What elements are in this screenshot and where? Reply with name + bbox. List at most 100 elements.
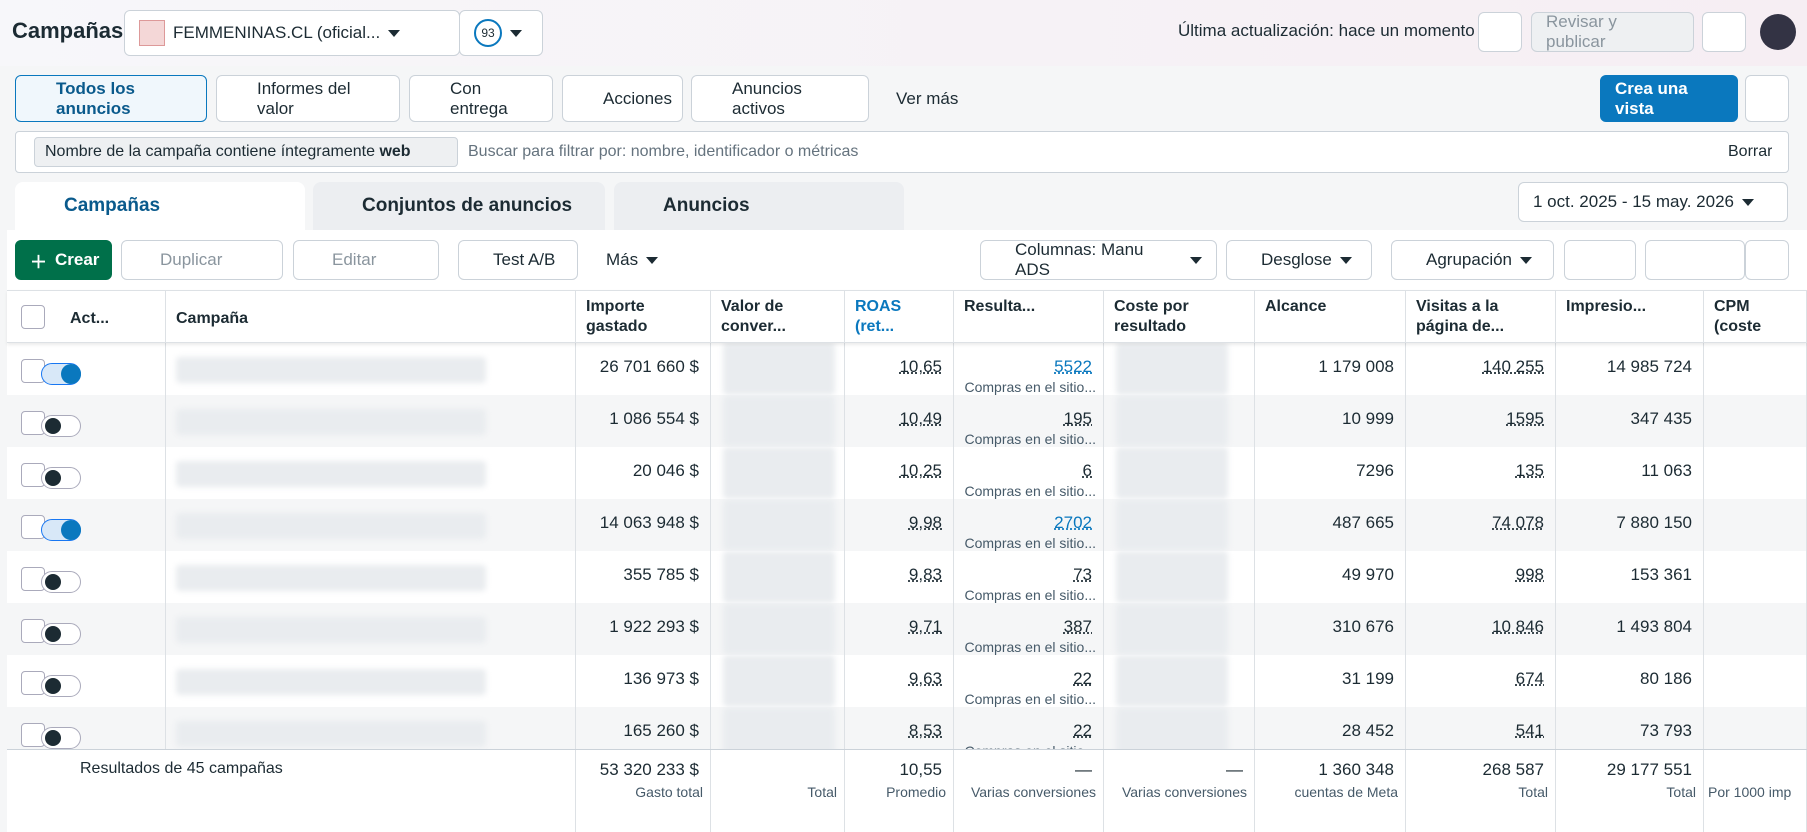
more[interactable]: Más	[592, 240, 672, 280]
cell-border	[1704, 603, 1807, 655]
cell-border	[166, 395, 576, 447]
view-tab[interactable]: Informes del valor	[216, 75, 400, 122]
cell-border	[845, 343, 954, 395]
column-header[interactable]: CPM (coste por 1000...	[1704, 291, 1807, 342]
footer-visits-note: Total	[1518, 784, 1548, 800]
column-header[interactable]: Act...	[60, 291, 166, 342]
footer-results-note: Varias conversiones	[970, 784, 1096, 800]
cost-redacted	[1116, 707, 1228, 749]
cost-redacted	[1116, 603, 1228, 655]
level-tab[interactable]: Conjuntos de anuncios	[313, 182, 605, 230]
cell-border	[1104, 603, 1255, 655]
cell-border	[1704, 343, 1807, 395]
toggle[interactable]	[41, 415, 81, 437]
column-header[interactable]: Resulta...	[954, 291, 1104, 342]
cell-border	[1255, 603, 1406, 655]
export[interactable]	[1564, 240, 1636, 280]
date-range[interactable]: 1 oct. 2025 - 15 may. 2026	[1518, 182, 1788, 222]
score[interactable]: 93	[459, 10, 543, 56]
column-header[interactable]: Visitas a la página de...	[1406, 291, 1556, 342]
cell-border	[1406, 395, 1556, 447]
impressions: 7 880 150	[1616, 513, 1692, 532]
column-header[interactable]: Alcance	[1255, 291, 1406, 342]
level-tab[interactable]: Campañas	[15, 182, 305, 230]
more-menu[interactable]	[1702, 12, 1746, 52]
level-tab[interactable]: Anuncios	[614, 182, 904, 230]
review-publish[interactable]: Revisar y publicar	[1531, 12, 1694, 52]
breakdown[interactable]: Desglose	[1226, 240, 1372, 280]
settings[interactable]	[1745, 75, 1789, 122]
toggle[interactable]	[41, 363, 81, 385]
toggle[interactable]	[41, 675, 81, 697]
columns[interactable]: Columnas: Manu ADS	[980, 240, 1217, 280]
clear-filter[interactable]: Borrar	[1728, 143, 1773, 160]
table-header: Act... Campaña Importe gastado Valor de con…	[7, 290, 1807, 343]
view-tab[interactable]: Ver más	[896, 88, 959, 108]
edit[interactable]: Editar	[293, 240, 439, 280]
avatar	[1760, 14, 1796, 50]
cost-redacted	[1116, 655, 1228, 707]
ab-test[interactable]: Test A/B	[458, 240, 578, 280]
account-selector[interactable]: FEMMENINAS.CL (oficial...	[124, 10, 460, 56]
view-tab[interactable]: Acciones	[562, 75, 683, 122]
cell-border	[166, 499, 576, 551]
toggle[interactable]	[41, 467, 81, 489]
refresh[interactable]	[1478, 12, 1522, 52]
column-header-text: Coste por resultado	[1114, 298, 1189, 335]
view-tab[interactable]: Con entrega	[409, 75, 553, 122]
column-header-text: Act...	[70, 310, 110, 327]
cell-border	[845, 707, 954, 749]
column-header-text: Resulta...	[964, 298, 1036, 315]
column-header[interactable]: Coste por resultado	[1104, 291, 1255, 342]
amount-spent: 26 701 660 $	[599, 357, 699, 376]
footer-cost: —	[1226, 760, 1243, 779]
impressions: 73 793	[1640, 721, 1692, 740]
create[interactable]: ＋ Crear	[15, 240, 112, 280]
cell-border	[576, 603, 711, 655]
filter-chip[interactable]: Nombre de la campaña contiene íntegramen…	[34, 137, 458, 167]
table-row: 14 063 948 $ 9,98 2702 Compras en el sitio.…	[7, 499, 1807, 551]
cell-border	[1104, 707, 1255, 749]
column-header[interactable]: Valor de conver...	[711, 291, 845, 342]
toggle[interactable]	[41, 519, 81, 541]
row-checkbox[interactable]	[21, 515, 45, 539]
cell-border	[1406, 447, 1556, 499]
cell-border	[711, 750, 845, 832]
column-header[interactable]: Campaña	[166, 291, 576, 342]
select-all[interactable]	[21, 305, 45, 329]
results: 195	[1063, 409, 1092, 428]
campaign-name-redacted	[176, 461, 486, 487]
filter-value: web	[379, 143, 411, 160]
toggle[interactable]	[41, 623, 81, 645]
chart-toggle[interactable]	[1745, 240, 1789, 280]
cell-border	[166, 603, 576, 655]
column-header[interactable]: ROAS (ret...	[845, 291, 954, 342]
cell-border	[1556, 750, 1704, 832]
view-tab[interactable]: Anuncios activos	[691, 75, 869, 122]
download[interactable]	[1645, 240, 1745, 280]
landing-page-views: 135	[1515, 461, 1544, 480]
duplicate[interactable]: Duplicar	[121, 240, 283, 280]
column-header[interactable]: Impresio...	[1556, 291, 1704, 342]
view-tab[interactable]: Todos los anuncios	[15, 75, 207, 122]
cell-border	[954, 499, 1104, 551]
results-label: Compras en el sitio...	[964, 535, 1097, 551]
impressions: 1 493 804	[1616, 617, 1692, 636]
column-header[interactable]: Importe gastado	[576, 291, 711, 342]
cell-border	[1406, 707, 1556, 749]
cell-border	[711, 655, 845, 707]
cell-border	[1255, 750, 1406, 832]
reach: 487 665	[1332, 513, 1394, 532]
toggle[interactable]	[41, 571, 81, 593]
duplicate-text: Duplicar	[160, 250, 223, 269]
cell-border	[60, 447, 166, 499]
toggle[interactable]	[41, 727, 81, 749]
cell-border	[60, 551, 166, 603]
cell-border	[166, 707, 576, 749]
reach: 28 452	[1342, 721, 1394, 740]
filter-placeholder[interactable]: Buscar para filtrar por: nombre, identif…	[468, 143, 859, 160]
create-view[interactable]: Crea una vista	[1600, 75, 1738, 122]
conversion-value-redacted	[723, 707, 835, 749]
grouping[interactable]: Agrupación	[1391, 240, 1554, 280]
table-row: 1 086 554 $ 10,49 195 Compras en el sitio..…	[7, 395, 1807, 447]
